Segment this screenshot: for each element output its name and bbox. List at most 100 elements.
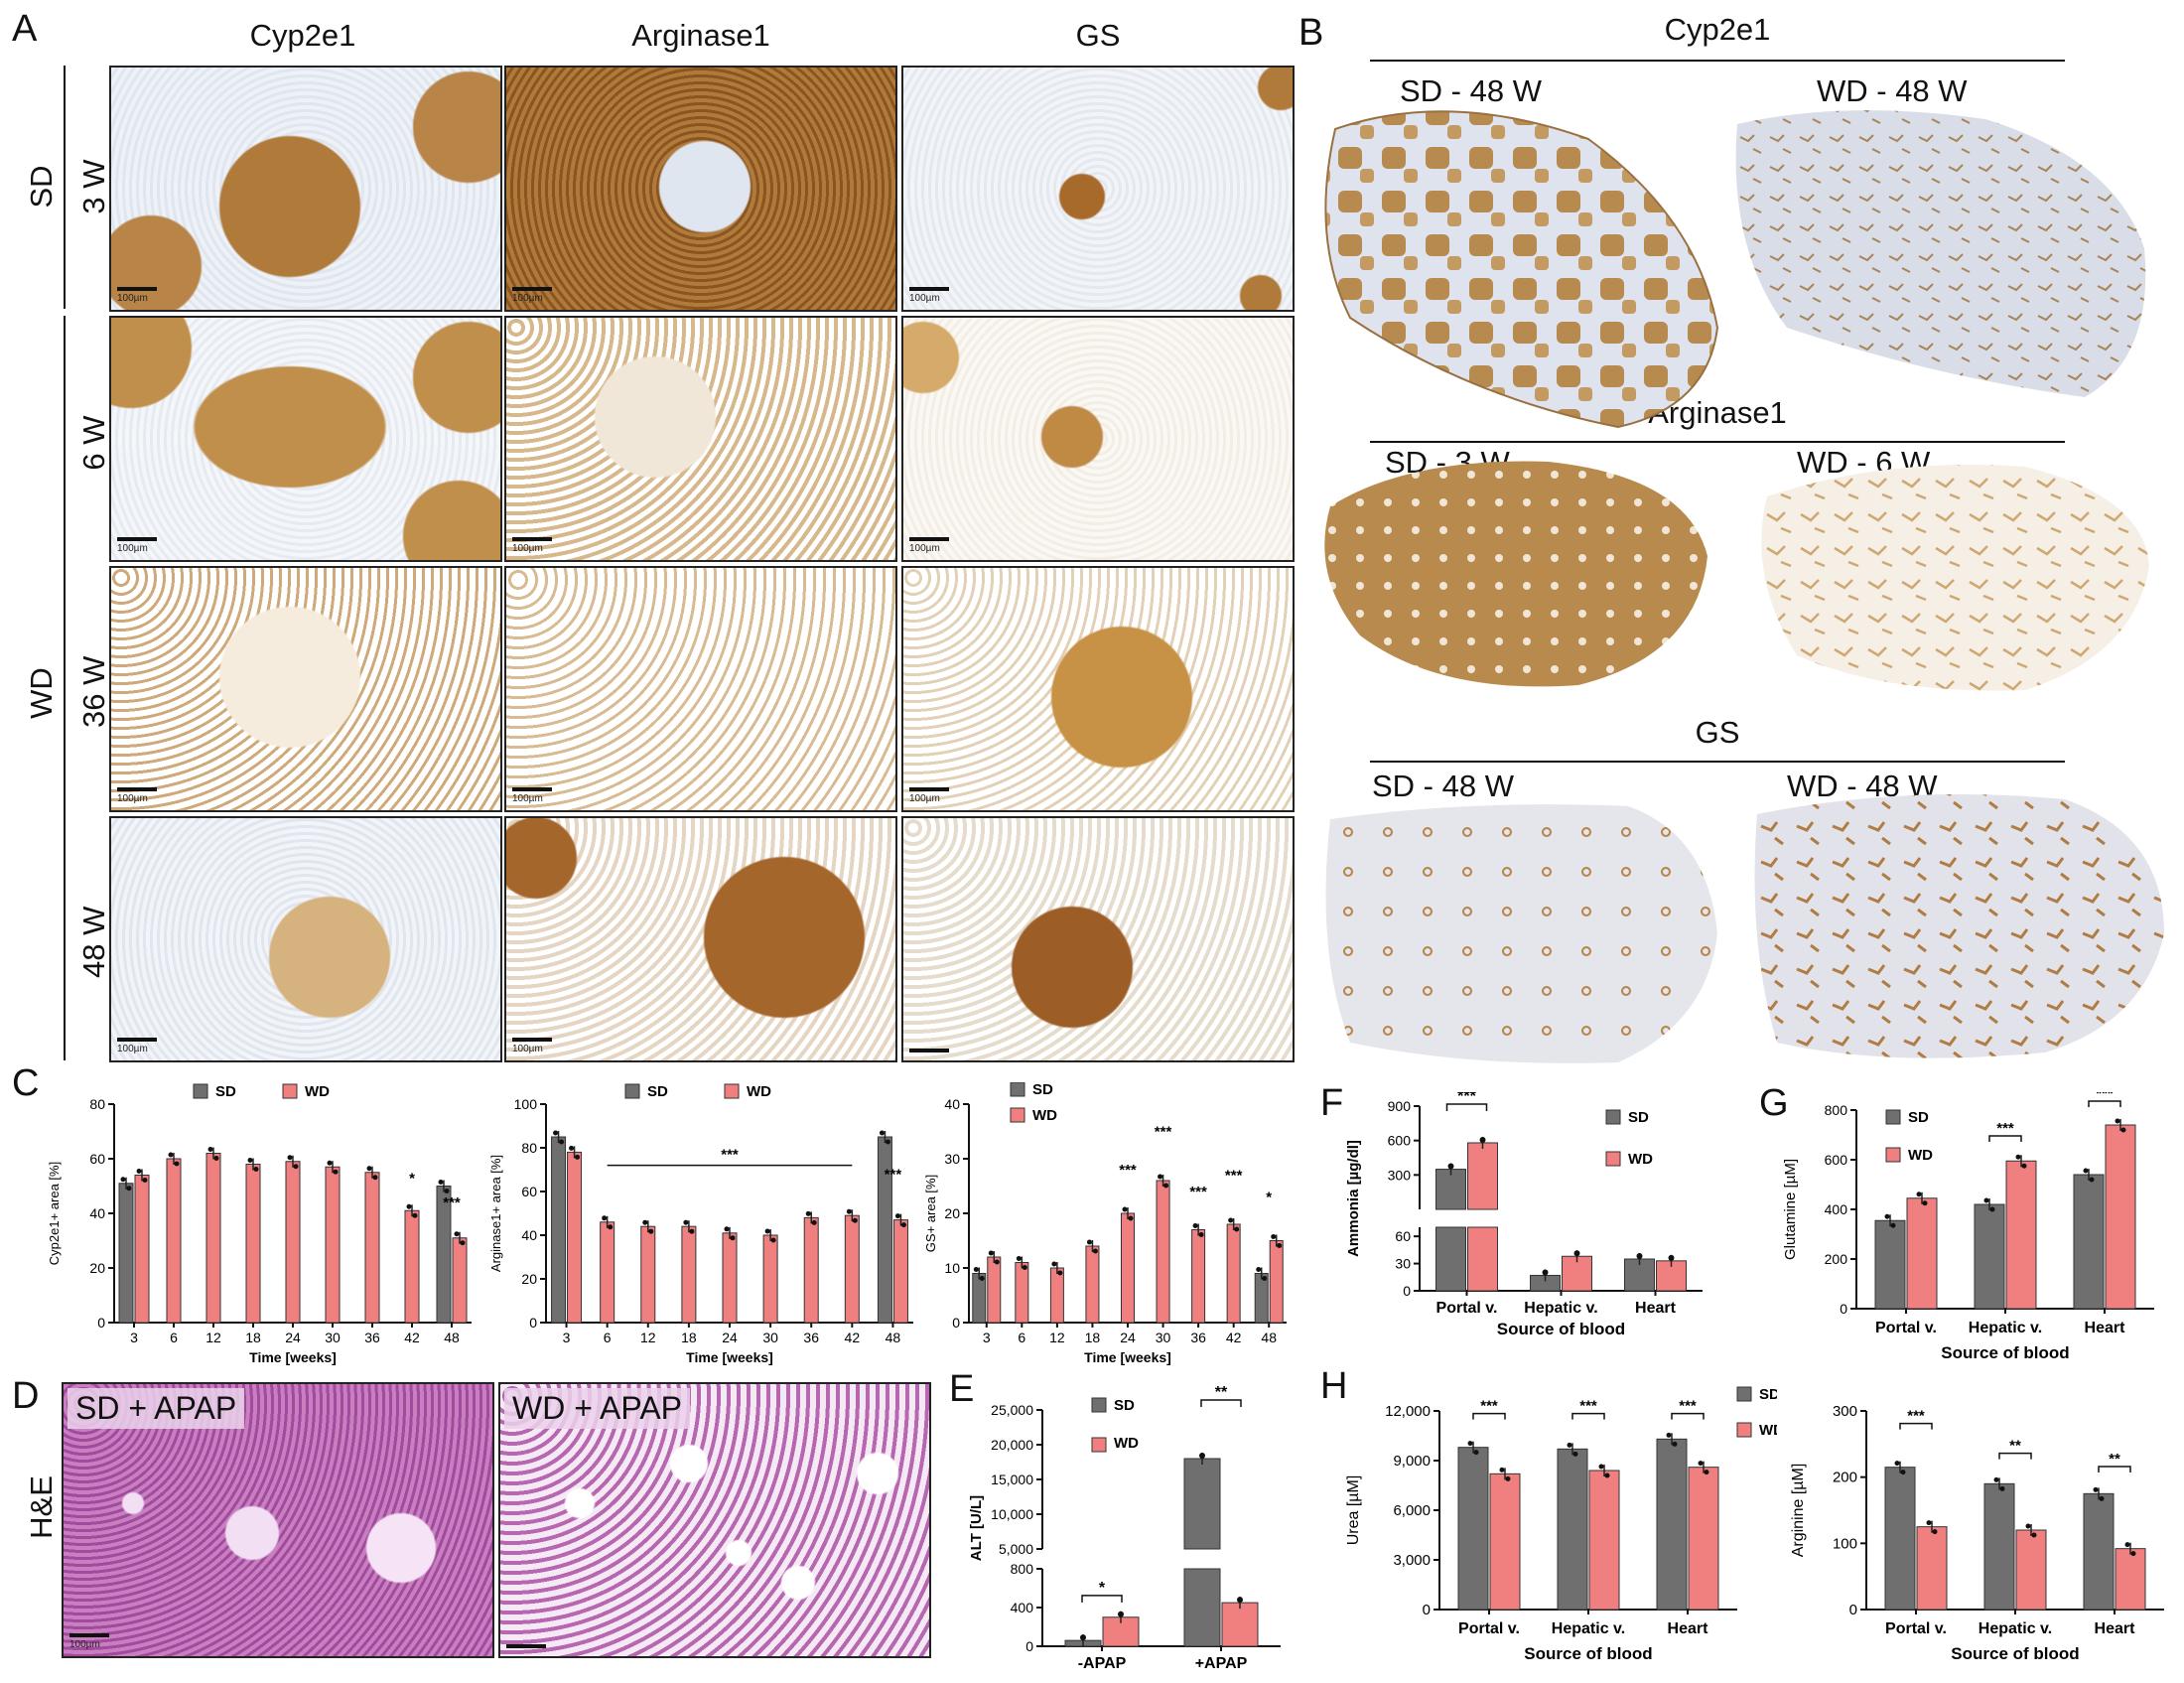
data-point [648, 1228, 654, 1234]
bar-sd-upper-+APAP [1183, 1458, 1221, 1550]
data-point [2021, 1163, 2027, 1169]
bar-wd-6 [1015, 1262, 1029, 1324]
data-point [1916, 1192, 1922, 1197]
scale-bar-label: 100µm [117, 793, 148, 804]
y-tick-label: 9,000 [1393, 1453, 1431, 1470]
bar-wd-Hepatic v. [2005, 1160, 2037, 1310]
sd-group-line [64, 66, 66, 309]
b-section3-title: GS [1695, 715, 1740, 750]
data-point [1636, 1253, 1643, 1259]
x-tick-label: 12 [640, 1330, 656, 1345]
significance-stars: * [409, 1170, 415, 1187]
legend-swatch-sd [1885, 1109, 1901, 1125]
arginase1-sd3-section [1324, 461, 1707, 687]
chart-ammonia: 300 600 900 0 30 60 Ammonia [µg/dl] Portal v. He… [1345, 1092, 1703, 1338]
y-tick-label: 20,000 [991, 1437, 1033, 1453]
bar-wd-Heart [2115, 1548, 2146, 1611]
x-tick-label: 30 [325, 1330, 341, 1345]
data-point [287, 1155, 293, 1161]
data-point [142, 1178, 148, 1183]
data-point [213, 1156, 219, 1161]
bar-sd-Heart [2073, 1174, 2105, 1310]
x-tick-label: 3 [563, 1330, 571, 1345]
data-point [1479, 1136, 1486, 1143]
y-tick-label: 10,000 [991, 1506, 1033, 1522]
bar-wd-30 [325, 1166, 341, 1324]
x-axis-label: Source of blood [1951, 1644, 2079, 1663]
scale-bar: 100µm [117, 1038, 157, 1054]
scale-bar-label: 100µm [117, 1044, 148, 1054]
y-tick-label: 0 [1423, 1602, 1431, 1618]
data-point [1092, 1248, 1098, 1254]
bar-wd-30 [1156, 1180, 1170, 1324]
scale-bar: 100µm [512, 1038, 552, 1054]
scale-bar-label: 100µm [909, 793, 940, 804]
x-tick-label: 36 [803, 1330, 819, 1345]
scale-bar-label: 100µm [512, 543, 543, 554]
legend-label-sd: SD [1032, 1082, 1053, 1098]
legend-label-sd: SD [647, 1083, 668, 1100]
y-tick-label: 800 [1825, 1102, 1848, 1118]
significance-stars: *** [1155, 1124, 1172, 1141]
significance-bracket [1472, 1412, 1506, 1420]
data-point [1890, 1222, 1896, 1228]
x-tick-label: Heart [2095, 1620, 2136, 1637]
legend-swatch-sd [1091, 1397, 1107, 1413]
data-point [2015, 1154, 2021, 1160]
chart-glutamine: 0 200 400 600 800 Glutamine [µM] Portal v. Hepa… [1782, 1092, 2154, 1362]
y-axis-label: Cyp2e1+ area [%] [47, 1162, 62, 1265]
y-tick-label: 400 [1825, 1201, 1848, 1217]
significance-stars: *** [1579, 1398, 1597, 1415]
panel-letter-a: A [12, 8, 38, 50]
bar-wd-18 [1085, 1245, 1100, 1324]
bar-wd-Hepatic v. [1588, 1470, 1620, 1611]
y-tick-label: 100 [514, 1096, 538, 1112]
bar-sd-Hepatic v. [1557, 1448, 1588, 1611]
data-point [1573, 1250, 1580, 1257]
panel-letter-e: E [949, 1368, 975, 1410]
micrograph-cyp2e1-48w: 100µm [109, 816, 502, 1062]
bar-wd-+APAP [1221, 1602, 1259, 1647]
x-tick-label: 30 [762, 1330, 778, 1345]
x-axis-label: Source of blood [1497, 1320, 1625, 1338]
x-tick-label: Heart [2085, 1320, 2126, 1336]
x-tick-label: 48 [886, 1330, 901, 1345]
legend-label-wd: WD [1628, 1151, 1653, 1168]
x-tick-label: 24 [1120, 1330, 1136, 1345]
data-point [879, 1130, 885, 1136]
significance-stars: ** [2109, 1451, 2120, 1468]
scale-bar: 100µm [117, 537, 157, 554]
y-axis-label: Urea [µM] [1345, 1475, 1362, 1546]
legend-swatch-sd [1010, 1082, 1025, 1097]
x-tick-label: 3 [983, 1330, 991, 1345]
y-axis-label: Arginase1+ area [%] [488, 1155, 503, 1272]
data-point [764, 1228, 770, 1234]
micrograph-cyp2e1-36w: 100µm [109, 566, 502, 812]
legend-label-wd: WD [1032, 1107, 1057, 1124]
he-wd-scalebar [506, 1644, 546, 1650]
data-point [293, 1164, 299, 1170]
he-sd-apap-label: SD + APAP [68, 1388, 245, 1429]
data-point [1237, 1597, 1243, 1604]
bar-wd-12 [205, 1153, 221, 1324]
row-label-36w: 36 W [76, 655, 111, 728]
bar-sd-3 [118, 1183, 134, 1324]
bar-wd-upper-Portal v. [1467, 1142, 1498, 1210]
bar-sd-Hepatic v. [1983, 1482, 2015, 1611]
data-point [2130, 1551, 2136, 1557]
x-tick-label: 12 [1049, 1330, 1065, 1345]
bar-sd-Heart [2083, 1492, 2115, 1611]
y-tick-label: 30 [1395, 1256, 1411, 1272]
data-point [2031, 1532, 2037, 1538]
data-point [1666, 1432, 1672, 1438]
y-tick-label: 80 [521, 1140, 537, 1156]
micrograph-gs-48w [901, 816, 1295, 1062]
data-point [1128, 1215, 1134, 1221]
data-point [2093, 1486, 2099, 1492]
legend-label-wd: WD [1908, 1147, 1933, 1164]
scale-bar-label: 100µm [512, 793, 543, 804]
data-point [126, 1186, 132, 1192]
data-point [2083, 1168, 2089, 1174]
gs-wd48-section [1754, 794, 2164, 1058]
